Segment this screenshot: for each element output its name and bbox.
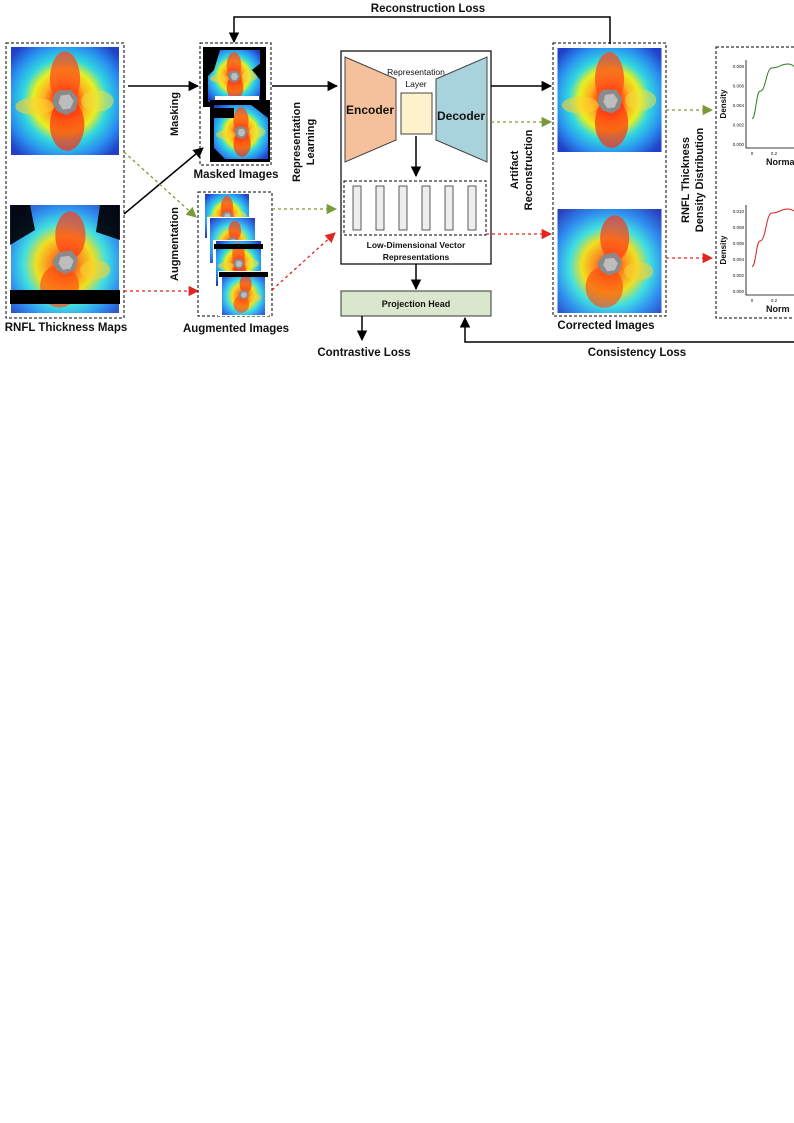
plot-axes bbox=[745, 205, 794, 296]
rnfl-map-2-artifact bbox=[10, 205, 120, 313]
reconstruction-loss-label: Reconstruction Loss bbox=[371, 3, 485, 15]
corrected-image-1 bbox=[557, 48, 662, 152]
contrastive-loss-label: Contrastive Loss bbox=[317, 347, 410, 359]
augmented-image-4 bbox=[218, 271, 269, 316]
x-tick-label: 0.2 bbox=[771, 151, 778, 156]
decoder-block bbox=[435, 56, 488, 163]
low-dim-label-1: Low-Dimensional Vector bbox=[367, 240, 466, 250]
rnfl-map-1 bbox=[11, 47, 119, 155]
vectors-frame bbox=[343, 180, 487, 236]
density-plot-green: 0.000 0.002 0.004 0.006 0.008 0 0.2 Density Norm… bbox=[719, 60, 794, 167]
y-tick-label: 0.006 bbox=[733, 241, 745, 246]
y-axis-label: Density bbox=[719, 235, 728, 264]
representation-layer-label-1: Representation bbox=[387, 67, 445, 77]
representation-layer-label-2: Layer bbox=[405, 79, 426, 89]
y-tick-label: 0.008 bbox=[733, 64, 745, 69]
density-curve bbox=[751, 63, 794, 120]
arrow-map2-to-masked bbox=[123, 147, 204, 215]
projection-head-block bbox=[340, 290, 492, 317]
low-dim-label-2: Representations bbox=[383, 252, 450, 262]
masked-images-label: Masked Images bbox=[193, 169, 278, 181]
projection-head-label: Projection Head bbox=[382, 299, 451, 309]
y-tick-label: 0.006 bbox=[733, 84, 745, 89]
plot-axes bbox=[745, 60, 794, 149]
x-tick-label: 0.2 bbox=[771, 298, 778, 303]
arrow-map1-to-augmented-green bbox=[123, 151, 197, 218]
y-tick-label: 0.000 bbox=[733, 289, 745, 294]
encoder-block bbox=[344, 56, 397, 163]
augmentation-label: Augmentation bbox=[169, 207, 181, 281]
rnfl-maps-label: RNFL Thickness Maps bbox=[5, 322, 128, 334]
density-distribution-label-1: RNFL Thickness bbox=[680, 137, 692, 223]
representation-learning-label-2: Learning bbox=[305, 119, 317, 165]
representation-layer-block bbox=[400, 92, 433, 135]
x-axis-label: Norm bbox=[766, 304, 790, 314]
artifact-reconstruction-label-1: Artifact bbox=[509, 150, 521, 189]
augmented-images-label: Augmented Images bbox=[183, 323, 289, 335]
density-plot-red: 0.000 0.002 0.004 0.006 0.008 0.010 0 0.2 Densit… bbox=[719, 205, 794, 314]
y-tick-label: 0.004 bbox=[733, 103, 745, 108]
x-tick-label: 0 bbox=[751, 298, 754, 303]
y-tick-label: 0.002 bbox=[733, 123, 745, 128]
masking-label: Masking bbox=[169, 92, 181, 136]
rnfl-maps-frame bbox=[5, 42, 125, 319]
encoder-label: Encoder bbox=[346, 103, 394, 117]
consistency-loss-label: Consistency Loss bbox=[588, 347, 686, 359]
density-curve bbox=[751, 208, 794, 268]
y-tick-label: 0.002 bbox=[733, 273, 745, 278]
masked-image-2 bbox=[210, 100, 270, 162]
corrected-image-2 bbox=[557, 209, 662, 313]
consistency-loss-arrow bbox=[459, 316, 794, 343]
y-tick-label: 0.000 bbox=[733, 142, 745, 147]
vector-bars bbox=[352, 185, 477, 231]
density-distribution-label-2: Density Distribution bbox=[694, 127, 706, 232]
y-tick-label: 0.010 bbox=[733, 209, 745, 214]
y-tick-label: 0.008 bbox=[733, 225, 745, 230]
decoder-label: Decoder bbox=[437, 109, 485, 123]
x-tick-label: 0 bbox=[751, 151, 754, 156]
arrow-augmented-to-vectors-red bbox=[271, 232, 336, 291]
x-axis-label: Norma bbox=[766, 157, 794, 167]
reconstruction-loss-arrow bbox=[228, 16, 611, 44]
y-tick-label: 0.004 bbox=[733, 257, 745, 262]
artifact-reconstruction-label-2: Reconstruction bbox=[523, 129, 535, 210]
pipeline-diagram: RNFL Thickness Maps Masking Augmentation… bbox=[5, 3, 794, 359]
corrected-images-frame bbox=[552, 42, 667, 317]
y-axis-label: Density bbox=[719, 89, 728, 118]
density-plots-frame bbox=[715, 46, 794, 319]
representation-learning-label-1: Representation bbox=[291, 102, 303, 182]
corrected-images-label: Corrected Images bbox=[557, 320, 654, 332]
